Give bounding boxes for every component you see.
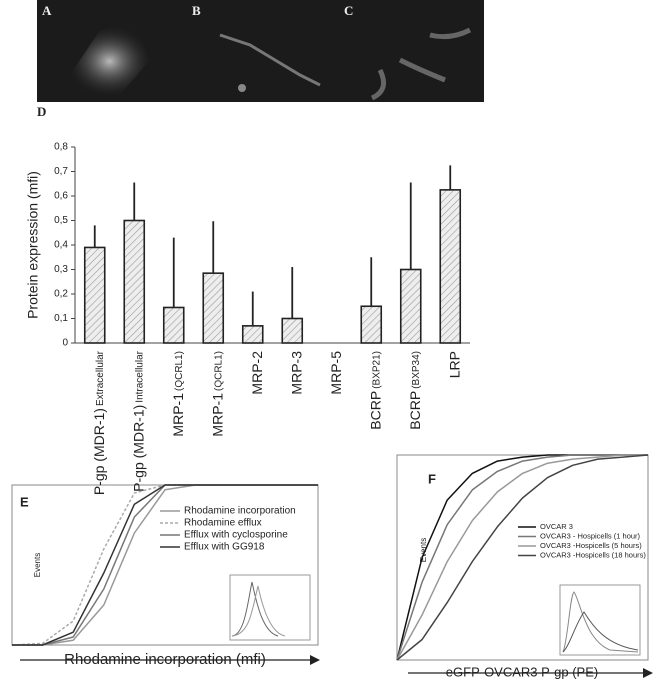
y-tick-label: 0,2 [54,289,68,300]
bar [241,325,264,344]
x-tick-label: MRP-5 [327,351,343,395]
panel-label: D [37,104,46,119]
legend-label: OVCAR3 - Hospicells (1 hour) [540,531,641,540]
category-name: MRP-5 [327,351,343,395]
series-line [396,454,648,661]
cell-shape [370,27,472,101]
micrograph-strip: A B C [37,0,484,102]
x-tick-label: P-gp (MDR-1) Extracellular [90,350,106,495]
category-name: P-gp (MDR-1) [90,408,106,495]
series-line [12,484,318,646]
arrowhead [643,668,653,678]
inset-histogram [562,611,639,653]
y-axis-title: Protein expression (mfi) [25,171,41,319]
panel-label: B [192,3,201,18]
panel-label: F [428,471,436,486]
category-note: (QCRL1) [213,351,224,391]
x-tick-label: MRP-3 [288,351,304,395]
inset-histogram [562,591,639,653]
x-tick-label: MRP-2 [248,351,264,395]
x-tick-label: P-gp (MDR-1) Intracellular [130,350,146,491]
y-axis-title: Events [33,553,42,577]
y-tick-label: 0,7 [54,166,68,177]
category-note: Intracellular [134,350,145,402]
panel-label: A [42,3,52,18]
x-tick-label: LRP [446,351,462,378]
x-axis-title: Rhodamine incorporation (mfi) [64,651,266,668]
category-note: (BXP34) [410,351,421,389]
category-name: LRP [446,351,462,378]
x-tick-label: MRP-1 (QCRL1) [209,351,225,437]
bar [281,317,304,344]
bar [123,219,146,344]
y-tick-label: 0,6 [54,191,68,202]
inset-histogram [231,581,279,637]
category-name: MRP-1 [169,393,185,437]
inset-histogram [231,585,286,637]
category-name: MRP-1 [209,393,225,437]
legend-label: OVCAR3 -Hospicells (18 hours) [540,550,646,559]
arrowhead [310,655,320,665]
bar [202,272,225,344]
y-tick-label: 0,3 [54,264,68,275]
bar [83,246,106,344]
y-tick-label: 0,4 [54,240,68,251]
plot-frame [396,454,649,661]
legend-label: OVCAR3 -Hospicells (5 hours) [540,541,642,550]
cell-shape [219,33,321,87]
cell-shape [60,20,150,95]
series-line [396,454,649,661]
legend-label: OVCAR 3 [540,522,573,531]
category-note: (BXP21) [371,351,382,389]
legend-label: Rhodamine efflux [184,518,262,529]
category-note: (QCRL1) [173,351,184,391]
y-tick-label: 0,8 [54,142,68,153]
panel-label: E [20,494,29,509]
bar [162,306,185,344]
x-tick-label: BCRP (BXP34) [406,351,422,430]
legend-label: Rhodamine incorporation [184,506,296,517]
inset [229,574,311,641]
y-tick-label: 0,5 [54,215,68,226]
x-tick-label: MRP-1 (QCRL1) [169,351,185,437]
category-name: P-gp (MDR-1) [130,405,146,492]
category-note: Extracellular [94,350,105,406]
legend-label: Efflux with cyclosporine [184,530,288,541]
cell-shape [238,84,246,92]
category-name: BCRP [406,391,422,430]
series-line [396,454,648,661]
x-tick-label: BCRP (BXP21) [367,351,383,430]
bar [399,268,422,344]
y-axis-title: Events [419,538,428,562]
y-tick-label: 0,1 [54,313,68,324]
y-tick-label: 0 [62,338,68,349]
inset [559,584,641,656]
category-name: BCRP [367,391,383,430]
panel-label: C [344,3,353,18]
category-name: MRP-2 [248,351,264,395]
bar [439,189,462,344]
legend-label: Efflux with GG918 [184,542,265,553]
x-axis-title: eGFP-OVCAR3 P-gp (PE) [446,664,598,679]
category-name: MRP-3 [288,351,304,395]
bar [360,305,383,344]
